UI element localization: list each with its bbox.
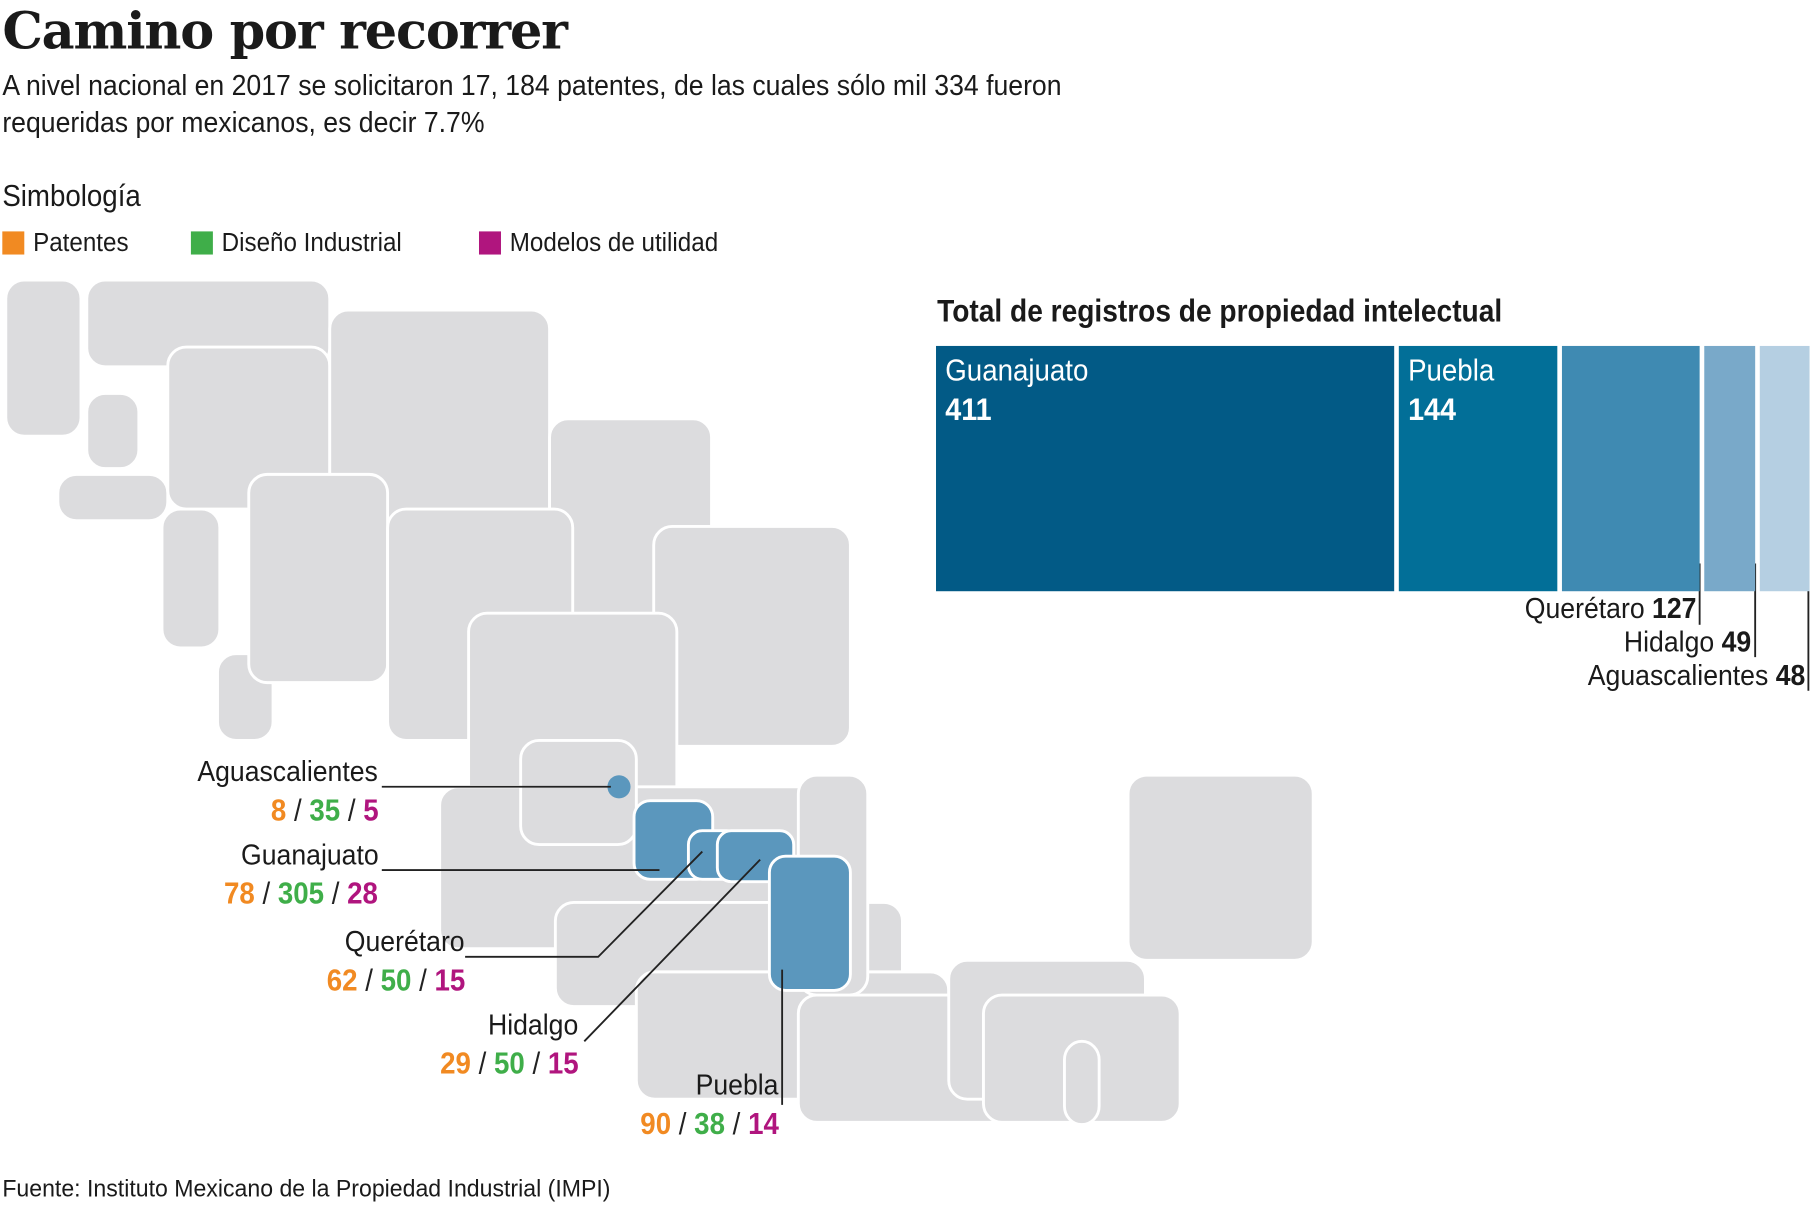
map-region <box>160 507 222 650</box>
map-region <box>1126 773 1315 962</box>
state-values-4: 90 / 38 / 14 <box>640 1106 779 1141</box>
bar-segment-querétaro <box>1561 345 1701 592</box>
legend-item-patentes: Patentes <box>2 228 129 258</box>
map-region <box>652 524 852 748</box>
state-name-4: Puebla <box>695 1069 779 1102</box>
map-region <box>56 472 170 523</box>
bar-segment-hidalgo <box>1704 345 1756 592</box>
legend-swatch <box>478 231 501 255</box>
segment-label: Puebla 144 <box>1408 352 1495 427</box>
bar-label-querétaro: Querétaro 127 <box>1524 592 1697 625</box>
source-note: Fuente: Instituto Mexicano de la Propied… <box>2 1175 611 1203</box>
legend-title: Simbología <box>2 178 141 213</box>
map-region <box>4 278 83 438</box>
legend-swatch <box>2 231 25 255</box>
map-region <box>1062 1039 1101 1127</box>
subtitle-line-2: requeridas por mexicanos, es decir 7.7% <box>2 106 485 139</box>
state-name-2: Querétaro <box>345 925 466 958</box>
bar-segment-puebla: Puebla 144 <box>1399 345 1558 592</box>
state-values-0: 8 / 35 / 5 <box>270 792 379 828</box>
map-region <box>85 391 141 471</box>
state-name-0: Aguascalientes <box>197 755 379 788</box>
leader-line <box>583 859 761 1042</box>
map-region <box>247 472 390 685</box>
bar-chart-title: Total de registros de propiedad intelect… <box>937 293 1503 329</box>
region-aguascalientes <box>607 775 631 799</box>
bar-segment-guanajuato: Guanajuato 411 <box>936 345 1395 592</box>
map-region <box>519 739 638 847</box>
state-values-3: 29 / 50 / 15 <box>439 1045 579 1081</box>
leader-line <box>465 850 703 958</box>
state-name-1: Guanajuato <box>240 838 379 872</box>
page-title: Camino por recorrer <box>2 2 568 62</box>
legend-item-diseno: Diseño Industrial <box>190 228 402 258</box>
subtitle-line-1: A nivel nacional en 2017 se solicitaron … <box>2 69 1062 102</box>
state-values-2: 62 / 50 / 15 <box>326 962 466 998</box>
legend-swatch <box>190 231 213 255</box>
segment-label: Guanajuato 411 <box>945 352 1089 427</box>
state-values-1: 78 / 305 / 28 <box>224 875 379 911</box>
bar-label-aguascalientes: Aguascalientes 48 <box>1587 659 1805 692</box>
bar-label-hidalgo: Hidalgo 49 <box>1624 625 1752 659</box>
legend-item-modelos: Modelos de utilidad <box>478 228 718 258</box>
state-name-3: Hidalgo <box>488 1008 579 1042</box>
region-puebla <box>767 854 852 992</box>
bar-segment-aguascalientes <box>1760 345 1810 592</box>
